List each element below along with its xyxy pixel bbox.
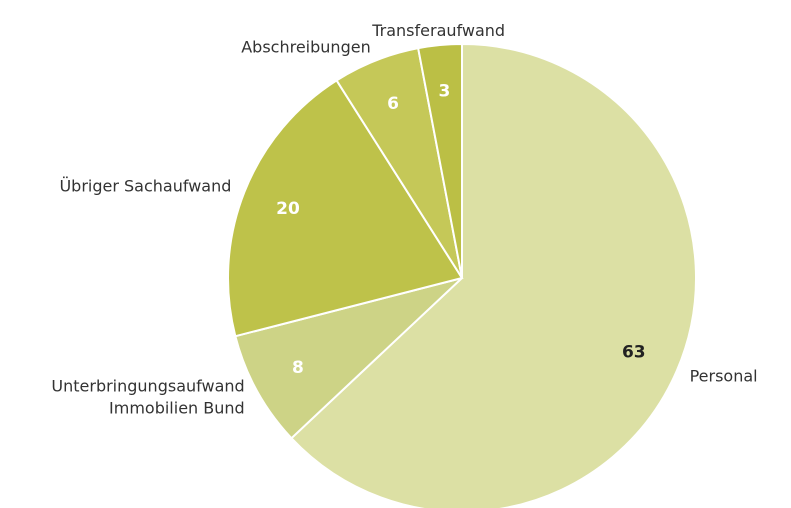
- value-label: 3: [438, 82, 450, 102]
- value-label: 6: [387, 94, 399, 114]
- value-label: 63: [622, 342, 646, 362]
- value-label: 20: [276, 199, 300, 219]
- category-label: Unterbringungsaufwand Immobilien Bund: [51, 376, 244, 417]
- pie-slice: [416, 42, 463, 279]
- category-label: Abschreibungen: [241, 37, 370, 56]
- category-label: Personal: [690, 366, 758, 385]
- category-label: Übriger Sachaufwand: [59, 176, 231, 195]
- pie-slice: [290, 42, 697, 508]
- value-label: 8: [292, 358, 304, 378]
- pie-slice: [234, 277, 463, 440]
- pie-slice: [227, 79, 464, 338]
- category-label: Transferaufwand: [371, 21, 505, 40]
